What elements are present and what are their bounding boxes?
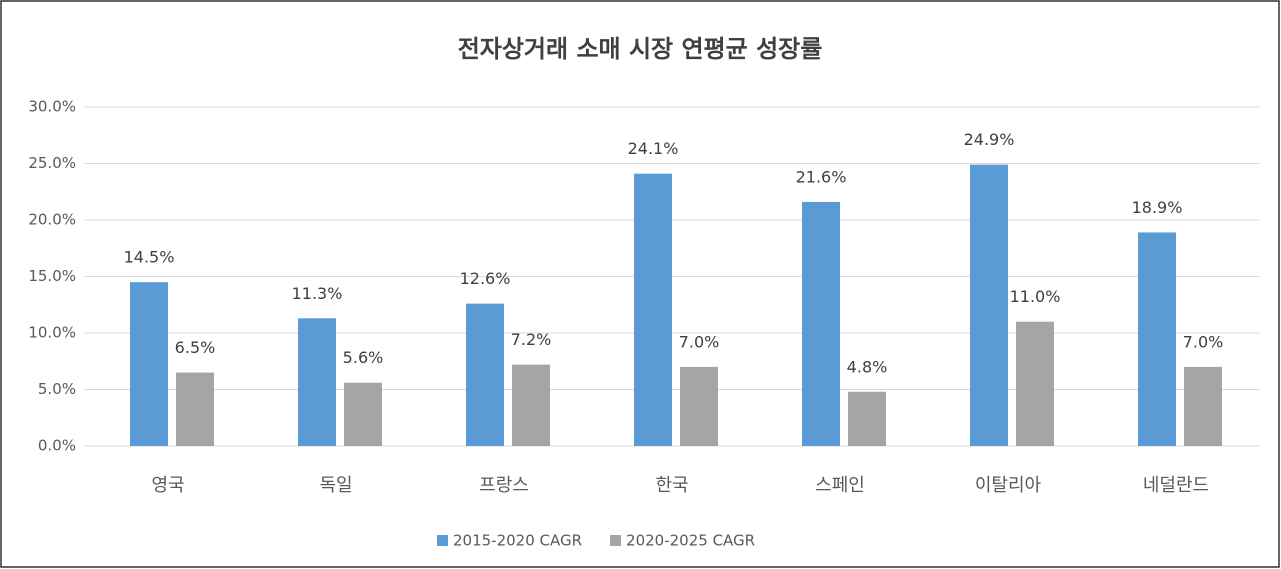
data-label: 14.5%	[124, 248, 175, 267]
data-label: 11.3%	[292, 284, 343, 303]
data-label: 12.6%	[460, 269, 511, 288]
bar	[680, 366, 718, 446]
legend-label: 2015-2020 CAGR	[453, 532, 582, 550]
x-tick-label: 영국	[151, 475, 184, 496]
bar	[634, 173, 672, 447]
y-tick-label: 20.0%	[28, 211, 76, 229]
data-label: 11.0%	[1010, 287, 1061, 306]
bar	[1138, 232, 1176, 446]
bar	[130, 282, 168, 446]
data-label: 24.9%	[964, 130, 1015, 149]
legend-swatch	[437, 535, 448, 546]
chart-title: 전자상거래 소매 시장 연평균 성장률	[458, 35, 823, 63]
data-label: 24.1%	[628, 139, 679, 158]
bar	[344, 382, 382, 446]
data-label: 7.0%	[679, 332, 720, 351]
y-tick-label: 10.0%	[28, 324, 76, 342]
y-tick-label: 5.0%	[38, 380, 76, 398]
data-label: 18.9%	[1132, 198, 1183, 217]
x-tick-label: 한국	[655, 475, 688, 496]
data-label: 7.2%	[511, 330, 552, 349]
y-tick-label: 25.0%	[28, 154, 76, 172]
bar	[970, 164, 1008, 446]
bar	[298, 318, 336, 446]
y-tick-label: 30.0%	[28, 98, 76, 116]
bar	[848, 391, 886, 446]
x-tick-label: 프랑스	[479, 475, 529, 496]
data-label: 4.8%	[847, 357, 888, 376]
data-label: 7.0%	[1183, 332, 1224, 351]
y-tick-label: 0.0%	[38, 437, 76, 455]
data-label: 6.5%	[175, 338, 216, 357]
bar	[1184, 366, 1222, 446]
x-tick-label: 독일	[319, 475, 352, 496]
legend-swatch	[610, 535, 622, 546]
bar	[1016, 321, 1054, 446]
x-tick-label: 네덜란드	[1143, 475, 1209, 496]
bar	[512, 364, 550, 446]
bar	[466, 303, 504, 446]
x-tick-label: 이탈리아	[975, 475, 1042, 496]
data-label: 5.6%	[343, 348, 384, 367]
y-tick-label: 15.0%	[28, 267, 76, 285]
legend-label: 2020-2025 CAGR	[626, 532, 755, 550]
bar	[802, 201, 840, 446]
x-tick-label: 스페인	[815, 475, 865, 496]
bar	[176, 372, 214, 446]
data-label: 21.6%	[796, 167, 847, 186]
